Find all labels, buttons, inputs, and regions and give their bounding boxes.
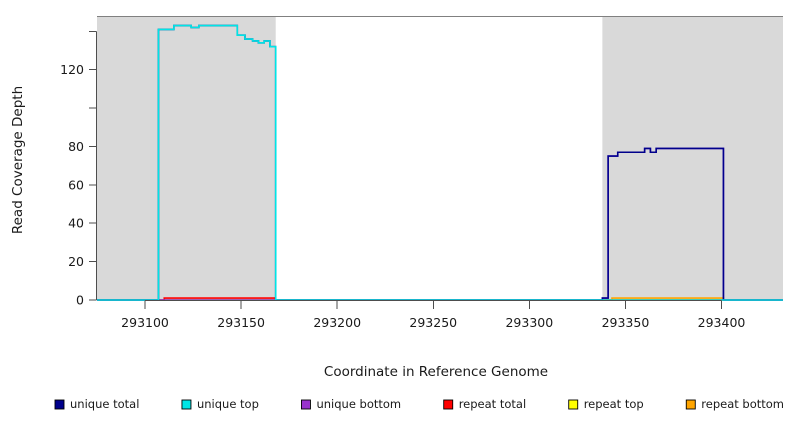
legend-swatch-unique-top[interactable] [181,399,192,410]
y-tick-label-20: 20 [68,254,84,269]
legend-label-repeat-total: repeat total [459,397,526,411]
legend-swatch-repeat-top[interactable] [568,399,579,410]
x-axis-title: Coordinate in Reference Genome [324,364,548,380]
shaded-region-left [97,16,276,300]
x-tick-label-293150: 293150 [217,315,265,330]
x-tick-label-293250: 293250 [409,315,457,330]
chart-legend: unique total unique top unique bottom re… [54,397,784,411]
x-tick-label-293300: 293300 [505,315,553,330]
y-tick-label-80: 80 [68,139,84,154]
legend-swatch-unique-bottom[interactable] [301,399,311,410]
x-axis: 293100 293150 293200 293250 293300 29335… [121,300,746,330]
x-tick-label-293350: 293350 [602,315,650,330]
y-axis: 0 20 40 60 80 120 [60,30,97,308]
legend-swatch-unique-total[interactable] [54,399,65,410]
y-tick-label-0: 0 [76,293,84,308]
legend-label-repeat-top: repeat top [584,397,644,411]
legend-label-unique-bottom: unique bottom [316,397,401,411]
x-tick-label-293100: 293100 [121,315,169,330]
legend-swatch-repeat-total[interactable] [443,399,454,410]
y-axis-title: Read Coverage Depth [10,86,26,234]
shaded-region-right [602,16,783,300]
legend-label-unique-top: unique top [197,397,259,411]
y-tick-label-40: 40 [68,216,84,231]
series-line-unique-top [97,24,783,301]
x-tick-label-293400: 293400 [698,315,746,330]
legend-label-unique-total: unique total [70,397,139,411]
shaded-regions [97,16,783,300]
y-tick-label-60: 60 [68,177,84,192]
legend-swatch-repeat-bottom[interactable] [685,399,696,410]
y-tick-label-120: 120 [60,62,84,77]
legend-label-repeat-bottom: repeat bottom [701,397,784,411]
x-tick-label-293200: 293200 [313,315,361,330]
